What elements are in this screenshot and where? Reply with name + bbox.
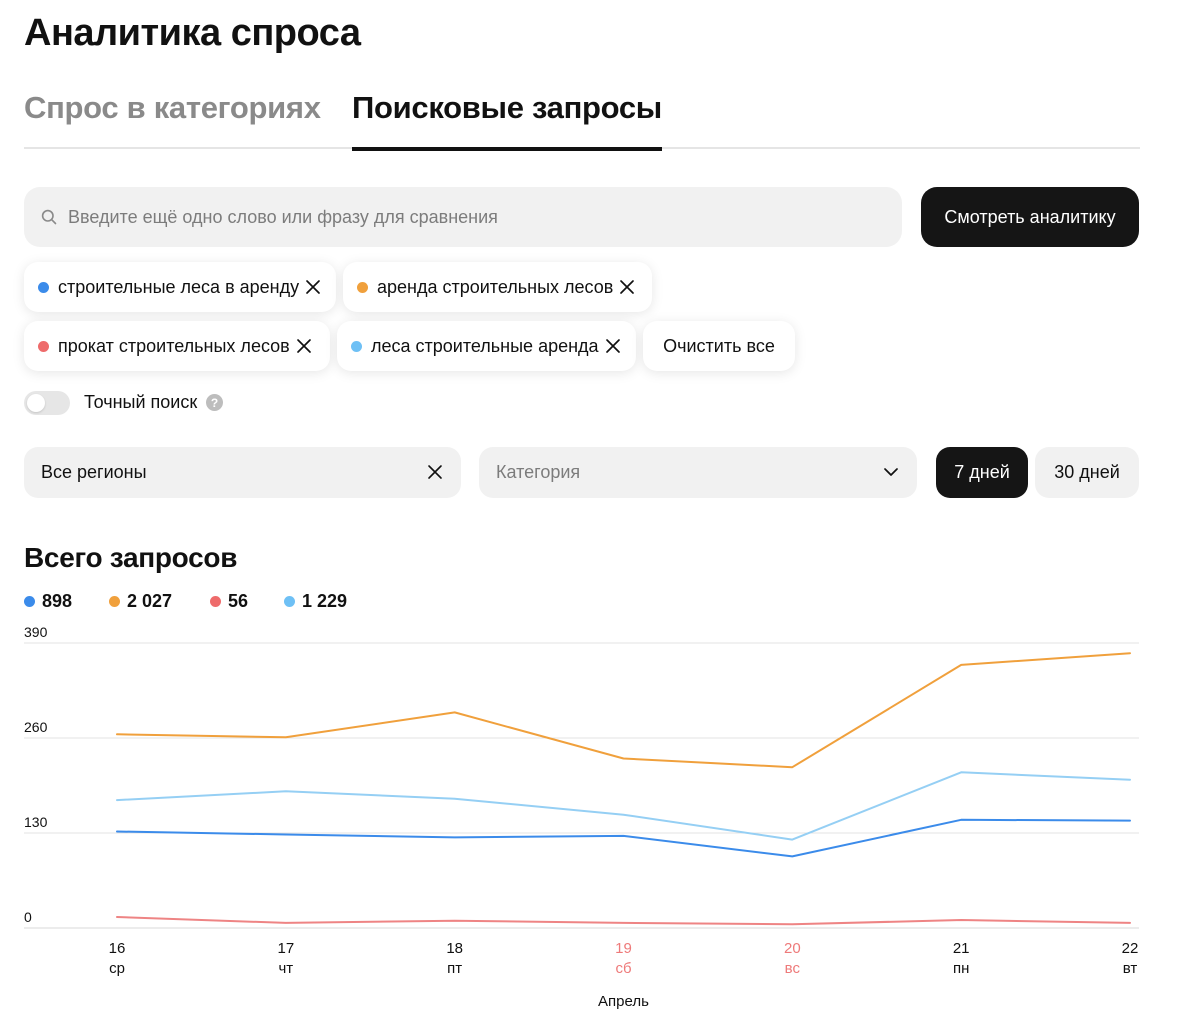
requests-line-chart: 0 130 260 390 16 ср 17 чт 18 пт 19 сб 20 вс 21 пн 22 вт Ап… xyxy=(24,624,1139,1010)
x-tick-day: 19 xyxy=(615,940,632,957)
period-30-days-button[interactable]: 30 дней xyxy=(1035,447,1139,498)
query-chip-label: аренда строительных лесов xyxy=(377,276,614,297)
series-color-dot xyxy=(210,596,221,607)
query-chip-label: прокат строительных лесов xyxy=(58,335,290,356)
remove-icon[interactable] xyxy=(619,279,635,295)
y-tick-label: 130 xyxy=(24,814,48,830)
x-tick-day: 16 xyxy=(109,940,126,957)
series-color-dot xyxy=(284,596,295,607)
series-line xyxy=(116,771,1131,841)
x-tick-weekday: вс xyxy=(785,960,801,977)
x-tick-day: 18 xyxy=(446,940,463,957)
series-line xyxy=(116,652,1131,769)
query-chip: аренда строительных лесов xyxy=(343,262,652,312)
query-chip: леса строительные аренда xyxy=(337,321,636,371)
clear-all-button[interactable]: Очистить все xyxy=(643,321,795,371)
x-tick-weekday: пн xyxy=(953,960,969,977)
clear-icon[interactable] xyxy=(427,464,443,480)
series-color-dot xyxy=(357,281,368,293)
x-tick-day: 22 xyxy=(1122,940,1139,957)
series-color-dot xyxy=(24,596,35,607)
tab-category-demand[interactable]: Спрос в категориях xyxy=(24,90,321,125)
search-input[interactable] xyxy=(68,197,888,237)
y-tick-label: 0 xyxy=(24,909,32,925)
remove-icon[interactable] xyxy=(296,338,312,354)
help-icon[interactable]: ? xyxy=(206,394,223,411)
search-icon xyxy=(41,209,57,225)
x-tick-day: 21 xyxy=(953,940,970,957)
x-tick-day: 17 xyxy=(277,940,294,957)
query-chip: строительные леса в аренду xyxy=(24,262,336,312)
series-color-dot xyxy=(109,596,120,607)
total-value: 1 229 xyxy=(302,591,348,611)
category-select-placeholder: Категория xyxy=(496,462,581,482)
exact-search-label: Точный поиск xyxy=(84,392,198,412)
x-tick-weekday: вт xyxy=(1123,960,1138,977)
page-title: Аналитика спроса xyxy=(24,12,361,54)
total-value: 56 xyxy=(228,591,249,611)
series-color-dot xyxy=(38,340,49,352)
total-item: 898 xyxy=(24,591,72,612)
exact-search-toggle[interactable] xyxy=(24,391,70,415)
period-7-days-button[interactable]: 7 дней xyxy=(936,447,1028,498)
series-color-dot xyxy=(351,340,362,352)
x-tick-day: 20 xyxy=(784,940,801,957)
view-analytics-button[interactable]: Смотреть аналитику xyxy=(921,187,1139,247)
total-requests-title: Всего запросов xyxy=(24,542,238,573)
chevron-down-icon xyxy=(884,468,898,476)
tab-search-queries[interactable]: Поисковые запросы xyxy=(352,90,662,151)
query-chip-label: строительные леса в аренду xyxy=(58,276,300,297)
region-select-value: Все регионы xyxy=(41,462,147,482)
tabs: Спрос в категориях Поисковые запросы xyxy=(24,90,1140,151)
total-value: 898 xyxy=(42,591,73,611)
total-value: 2 027 xyxy=(127,591,173,611)
y-tick-label: 390 xyxy=(24,624,48,640)
query-chip-label: леса строительные аренда xyxy=(371,335,599,356)
category-select[interactable]: Категория xyxy=(479,447,917,498)
series-line xyxy=(116,818,1131,858)
x-tick-weekday: ср xyxy=(109,960,125,977)
total-item: 56 xyxy=(210,591,248,612)
series-line xyxy=(116,916,1131,926)
query-chip: прокат строительных лесов xyxy=(24,321,330,371)
remove-icon[interactable] xyxy=(605,338,621,354)
region-select[interactable]: Все регионы xyxy=(24,447,461,498)
series-color-dot xyxy=(38,281,49,293)
x-tick-weekday: пт xyxy=(447,960,462,977)
total-item: 2 027 xyxy=(109,591,172,612)
total-item: 1 229 xyxy=(284,591,347,612)
y-tick-label: 260 xyxy=(24,719,48,735)
remove-icon[interactable] xyxy=(305,279,321,295)
x-tick-weekday: сб xyxy=(615,960,631,977)
x-tick-weekday: чт xyxy=(278,960,293,977)
x-axis-label: Апрель xyxy=(598,993,649,1010)
